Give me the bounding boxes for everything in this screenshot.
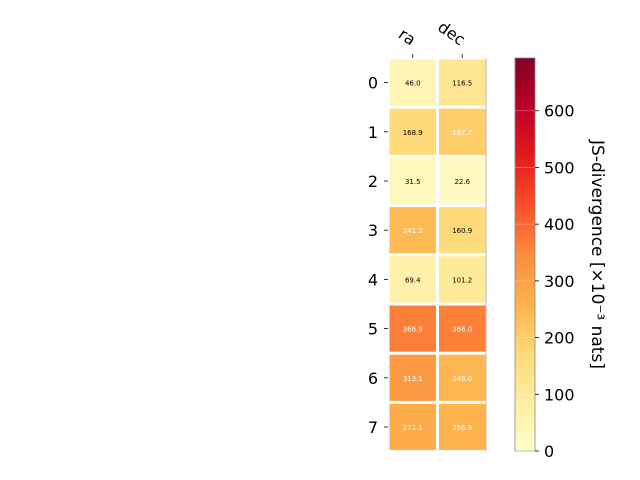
cell-value-label: 248.0	[452, 375, 472, 383]
cell-value-label: 366.0	[452, 326, 472, 334]
colorbar: 0 100 200 300 400 500 600 JS-divergence [×10⁻³ …	[514, 57, 607, 461]
cell-value-label: 46.0	[405, 80, 421, 88]
cell-value-label: 116.5	[452, 80, 472, 88]
row-tick-label: 4	[368, 270, 378, 289]
row-tick-label: 2	[368, 172, 378, 191]
colorbar-tick-label: 500	[544, 158, 575, 177]
row-tick-label: 6	[368, 369, 378, 388]
cell-value-label: 101.2	[452, 276, 472, 284]
row-tick-labels: 0 1 2 3 4 5 6 7	[368, 74, 388, 437]
colorbar-tick-label: 200	[544, 329, 575, 348]
row-tick-label: 1	[368, 123, 378, 142]
heatmap-cell-r1-c1	[439, 108, 486, 155]
heatmap-cell-r6-c1	[439, 354, 486, 401]
colorbar-tick-label: 100	[544, 385, 575, 404]
column-tick-labels: ra dec	[395, 17, 469, 58]
heatmap-cell-r3-c0	[389, 207, 436, 254]
heatmap-cell-r0-c1	[439, 59, 486, 106]
colorbar-tick-label: 600	[544, 102, 575, 121]
colorbar-gradient	[514, 57, 536, 452]
heatmap-cell-r3-c1	[439, 207, 486, 254]
colorbar-label: JS-divergence [×10⁻³ nats]	[587, 139, 607, 369]
heatmap-cell-r6-c0	[389, 354, 436, 401]
heatmap-cell-r2-c0	[389, 157, 436, 205]
cell-value-label: 271.1	[403, 424, 423, 432]
row-tick-label: 3	[368, 221, 378, 240]
cell-value-label: 241.2	[403, 227, 423, 235]
heatmap-cell-r4-c1	[439, 256, 486, 303]
colorbar-tick-label: 400	[544, 215, 575, 234]
cell-value-label: 313.1	[403, 375, 423, 383]
heatmap-cell-r1-c0	[389, 108, 436, 155]
cell-value-label: 160.9	[452, 227, 472, 235]
colorbar-tick-label: 300	[544, 272, 575, 291]
heatmap-cell-r5-c1	[439, 305, 486, 352]
column-tick-label: ra	[395, 24, 419, 49]
cell-value-label: 366.9	[403, 326, 423, 334]
heatmap-cell-r7-c0	[389, 403, 436, 451]
heatmap-cells: 46.0 116.5 168.9 197.7 31.5 22.6 241.2 160.9 69.…	[389, 58, 487, 452]
cell-value-label: 197.7	[452, 129, 472, 137]
heatmap-cell-r5-c0	[389, 305, 436, 352]
cell-value-label: 31.5	[405, 178, 421, 186]
cell-value-label: 256.9	[452, 424, 472, 432]
heatmap-cell-r7-c1	[439, 403, 486, 451]
cell-value-label: 22.6	[454, 178, 470, 186]
cell-value-label: 69.4	[405, 276, 421, 284]
heatmap-cell-r2-c1	[439, 157, 486, 205]
row-tick-label: 0	[368, 74, 378, 93]
cell-value-label: 168.9	[403, 129, 423, 137]
row-tick-label: 7	[368, 418, 378, 437]
row-tick-label: 5	[368, 320, 378, 339]
column-tick-label: dec	[434, 17, 468, 49]
heatmap-cell-r0-c0	[389, 59, 436, 106]
colorbar-tick-label: 0	[544, 442, 554, 461]
heatmap-cell-r4-c0	[389, 256, 436, 303]
